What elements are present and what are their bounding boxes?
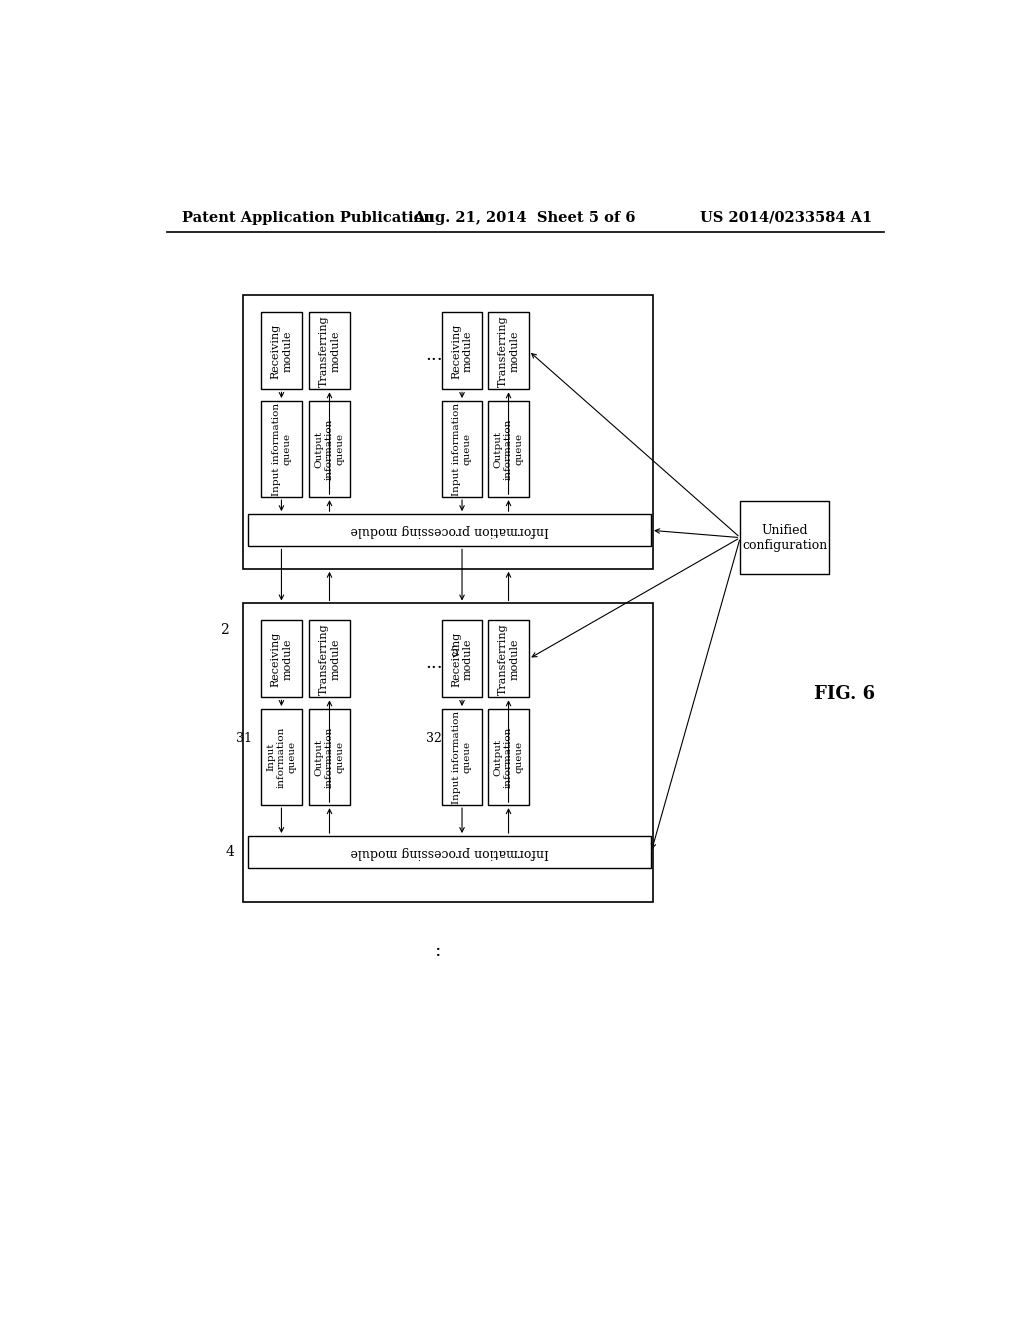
Text: 32: 32 — [426, 733, 441, 744]
Bar — [261, 620, 302, 697]
Text: Transferring
module: Transferring module — [498, 623, 519, 694]
Text: Transferring
module: Transferring module — [498, 315, 519, 387]
Bar — [488, 313, 528, 389]
Text: Information processing module: Information processing module — [350, 524, 549, 537]
Text: Output
information
queue: Output information queue — [494, 418, 523, 479]
Text: Receiving
module: Receiving module — [452, 323, 473, 379]
Bar — [488, 709, 528, 805]
Text: 2: 2 — [220, 623, 228, 636]
Text: Output
information
queue: Output information queue — [314, 418, 344, 479]
Bar — [309, 401, 349, 498]
Bar — [243, 603, 653, 903]
Bar — [442, 313, 482, 389]
Bar — [261, 401, 302, 498]
Bar — [248, 836, 651, 869]
Text: FIG. 6: FIG. 6 — [814, 685, 874, 702]
Text: 5: 5 — [451, 645, 459, 659]
Bar — [488, 401, 528, 498]
Bar — [261, 313, 302, 389]
Text: :: : — [435, 942, 441, 961]
Text: Input information
queue: Input information queue — [453, 710, 472, 804]
Text: 31: 31 — [236, 733, 252, 744]
Text: 4: 4 — [225, 845, 234, 859]
Text: Unified
configuration: Unified configuration — [742, 524, 827, 552]
Text: Input information
queue: Input information queue — [271, 403, 291, 495]
Bar — [309, 620, 349, 697]
Text: Patent Application Publication: Patent Application Publication — [182, 211, 434, 224]
Bar — [740, 502, 829, 574]
Bar — [442, 401, 482, 498]
Text: Receiving
module: Receiving module — [452, 631, 473, 686]
Bar — [442, 709, 482, 805]
Text: ...: ... — [425, 346, 442, 364]
Bar — [309, 709, 349, 805]
Text: Transferring
module: Transferring module — [318, 315, 340, 387]
Text: Information processing module: Information processing module — [350, 846, 549, 859]
Text: Output
information
queue: Output information queue — [314, 726, 344, 788]
Bar — [248, 513, 651, 546]
Bar — [243, 296, 653, 569]
Bar — [488, 620, 528, 697]
Text: Aug. 21, 2014  Sheet 5 of 6: Aug. 21, 2014 Sheet 5 of 6 — [414, 211, 636, 224]
Text: Transferring
module: Transferring module — [318, 623, 340, 694]
Text: Receiving
module: Receiving module — [270, 631, 292, 686]
Text: ...: ... — [425, 653, 442, 672]
Bar — [442, 620, 482, 697]
Text: Input
information
queue: Input information queue — [266, 726, 296, 788]
Bar — [261, 709, 302, 805]
Text: Output
information
queue: Output information queue — [494, 726, 523, 788]
Text: Input information
queue: Input information queue — [453, 403, 472, 495]
Bar — [309, 313, 349, 389]
Text: Receiving
module: Receiving module — [270, 323, 292, 379]
Text: US 2014/0233584 A1: US 2014/0233584 A1 — [699, 211, 872, 224]
